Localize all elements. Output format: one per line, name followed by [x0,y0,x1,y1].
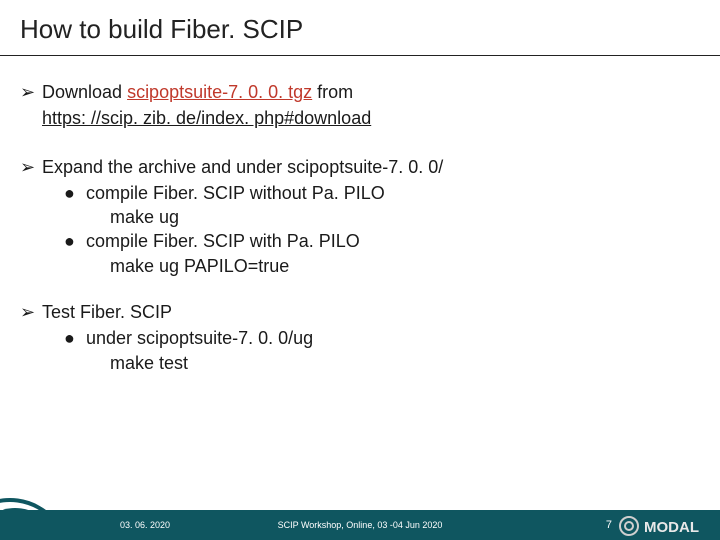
subbullet-compile-papilo: ● compile Fiber. SCIP with Pa. PILO [64,229,700,253]
footer-center-text: SCIP Workshop, Online, 03 -04 Jun 2020 [0,510,720,540]
command-line: make ug PAPILO=true [110,254,700,278]
modal-logo: MODAL [618,514,714,538]
subbullet-text: compile Fiber. SCIP with Pa. PILO [86,229,700,253]
subbullet-text: under scipoptsuite-7. 0. 0/ug [86,326,700,350]
chevron-icon: ➢ [20,80,42,104]
chevron-icon: ➢ [20,155,42,179]
bullet-text: Download scipoptsuite-7. 0. 0. tgz from [42,80,700,104]
text-post: from [312,82,353,102]
text-pre: Download [42,82,127,102]
download-url[interactable]: https: //scip. zib. de/index. php#downlo… [42,108,371,128]
dot-icon: ● [64,181,86,205]
bullet-text: Test Fiber. SCIP [42,300,700,324]
dot-icon: ● [64,326,86,350]
subbullet-test-dir: ● under scipoptsuite-7. 0. 0/ug [64,326,700,350]
bullet-text: Expand the archive and under scipoptsuit… [42,155,700,179]
slide: { "title": "How to build Fiber. SCIP", "… [0,0,720,540]
command-line: make test [110,351,700,375]
page-number: 7 [606,510,612,540]
slide-title: How to build Fiber. SCIP [20,14,303,45]
title-divider [0,55,720,56]
brand-text: MODAL [644,519,699,536]
bullet-download: ➢ Download scipoptsuite-7. 0. 0. tgz fro… [20,80,700,104]
bullet-test: ➢ Test Fiber. SCIP [20,300,700,324]
dot-icon: ● [64,229,86,253]
chevron-icon: ➢ [20,300,42,324]
footer-bar: SCIP Workshop, Online, 03 -04 Jun 2020 0… [0,510,720,540]
footer-date: 03. 06. 2020 [120,510,170,540]
command-line: make ug [110,205,700,229]
subbullet-text: compile Fiber. SCIP without Pa. PILO [86,181,700,205]
bullet-expand: ➢ Expand the archive and under scipoptsu… [20,155,700,179]
url-line: https: //scip. zib. de/index. php#downlo… [42,106,700,130]
content-area: ➢ Download scipoptsuite-7. 0. 0. tgz fro… [20,80,700,375]
subbullet-compile-nopapilo: ● compile Fiber. SCIP without Pa. PILO [64,181,700,205]
filename-link[interactable]: scipoptsuite-7. 0. 0. tgz [127,82,312,102]
